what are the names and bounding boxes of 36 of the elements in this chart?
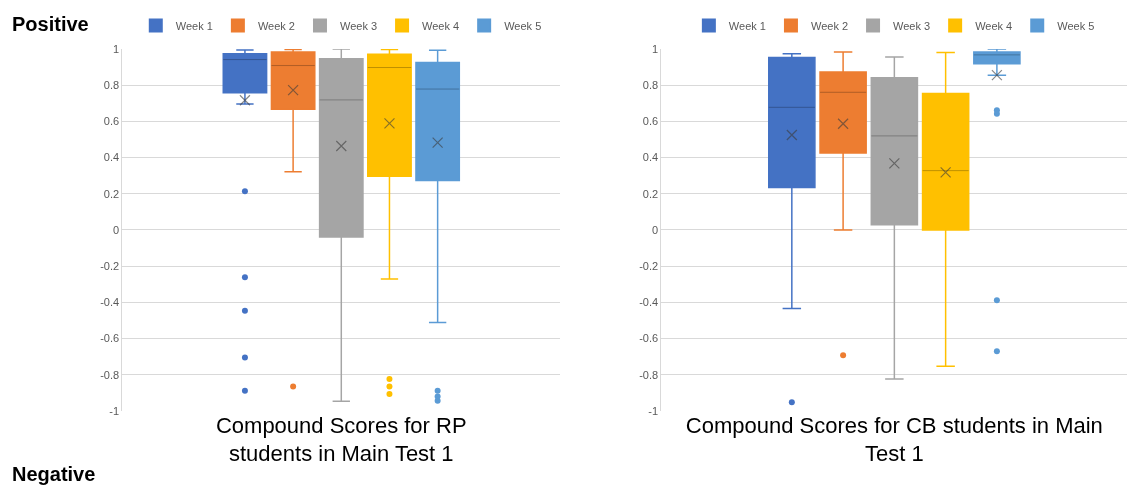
legend-label: Week 4 xyxy=(422,19,460,32)
y-tick-label: 0.6 xyxy=(103,115,120,128)
legend-label: Week 2 xyxy=(257,19,295,32)
legend-label: Week 1 xyxy=(728,19,766,32)
y-tick-label: -0.4 xyxy=(100,296,120,309)
text: Positive xyxy=(12,13,89,35)
y-tick-label: 0.2 xyxy=(642,187,659,200)
y-tick-label: -0.2 xyxy=(639,259,659,272)
legend-label: Week 5 xyxy=(1057,19,1095,32)
y-tick-label: -0.8 xyxy=(100,368,120,381)
y-tick-label: 0.6 xyxy=(642,115,659,128)
x-axis-title: Compound Scores for RP students in Main Test 1 xyxy=(215,412,467,467)
y-tick-label: 1 xyxy=(652,42,659,55)
y-tick-label: -0.4 xyxy=(639,296,659,309)
legend-label: Week 4 xyxy=(975,19,1013,32)
y-tick-label: -1 xyxy=(109,404,120,417)
legend-label: Week 2 xyxy=(810,19,849,32)
y-tick-label: -0.6 xyxy=(639,332,659,345)
y-tick-label: -0.8 xyxy=(639,368,659,381)
y-tick-label: 0.4 xyxy=(642,151,659,164)
x-axis-title: Compound Scores for CB students in Main Test 1 xyxy=(685,412,1103,467)
y-tick-label: 1 xyxy=(112,42,120,55)
legend-label: Week 3 xyxy=(339,19,378,32)
y-tick-label: -1 xyxy=(648,404,659,417)
y-tick-label: 0 xyxy=(652,223,659,236)
y-tick-label: -0.6 xyxy=(100,332,120,345)
y-tick-label: 0.2 xyxy=(103,187,120,200)
y-tick-label: 0.8 xyxy=(642,79,659,92)
y-tick-label: 0 xyxy=(112,223,120,236)
y-tick-label: 0.8 xyxy=(103,79,120,92)
text: Negative xyxy=(12,463,96,485)
y-tick-label: -0.2 xyxy=(100,259,120,272)
legend-label: Week 1 xyxy=(175,19,213,32)
y-tick-label: 0.4 xyxy=(103,151,120,164)
legend-label: Week 3 xyxy=(893,19,931,32)
legend-label: Week 5 xyxy=(504,19,542,32)
